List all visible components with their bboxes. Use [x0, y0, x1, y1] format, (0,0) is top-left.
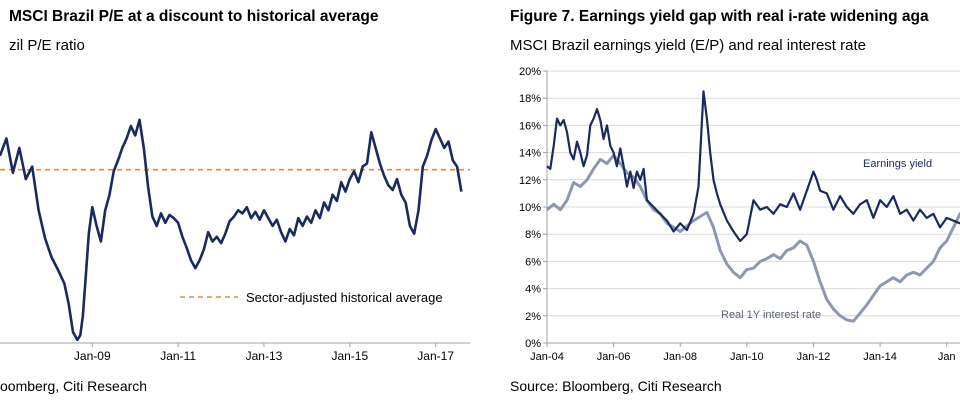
- ey-y-tick-label: 14%: [519, 148, 541, 160]
- ey-y-tick-label: 2%: [525, 311, 541, 323]
- ey-x-tick-label: Jan: [938, 351, 956, 363]
- earnings-yield-chart: 0% 2% 4% 6% 8% 10% 12% 14% 16% 18% 20% Jan-04 Jan-06…: [519, 66, 960, 363]
- ey-y-tick-label: 8%: [525, 229, 541, 241]
- pe-x-tick-label: Jan-13: [246, 349, 283, 363]
- ey-y-tick-label: 0%: [525, 338, 541, 350]
- ey-y-tick-label: 4%: [525, 284, 541, 296]
- ey-x-tick-label: Jan-14: [863, 351, 897, 363]
- ey-x-tick-label: Jan-10: [730, 351, 764, 363]
- pe-chart-source: oomberg, Citi Research: [0, 378, 148, 394]
- pe-x-tick-label: Jan-17: [417, 349, 454, 363]
- pe-chart: Jan-09 Jan-11 Jan-13 Jan-15 Jan-17 Sector-adj…: [0, 118, 470, 363]
- ey-y-tick-label: 12%: [519, 175, 541, 187]
- earnings-yield-chart-source: Source: Bloomberg, Citi Research: [510, 378, 722, 394]
- ey-y-tick-label: 6%: [525, 256, 541, 268]
- earnings-yield-chart-title: Figure 7. Earnings yield gap with real i…: [510, 8, 929, 25]
- ey-x-tick-label: Jan-04: [530, 351, 564, 363]
- ey-x-tick-label: Jan-08: [663, 351, 697, 363]
- ey-y-tick-label: 10%: [519, 202, 541, 214]
- real-rate-series-label: Real 1Y interest rate: [721, 309, 821, 321]
- pe-x-tick-label: Jan-09: [74, 349, 111, 363]
- earnings-yield-series-label: Earnings yield: [863, 158, 932, 170]
- pe-chart-panel: MSCI Brazil P/E at a discount to histori…: [0, 8, 470, 394]
- pe-x-tick-label: Jan-11: [160, 349, 196, 363]
- ey-x-tick-label: Jan-06: [597, 351, 631, 363]
- pe-chart-subtitle: zil P/E ratio: [9, 37, 85, 54]
- ey-y-tick-label: 18%: [519, 93, 541, 105]
- pe-x-tick-label: Jan-15: [331, 349, 368, 363]
- ey-y-tick-label: 20%: [519, 66, 541, 78]
- pe-legend-label: Sector-adjusted historical average: [246, 290, 443, 305]
- pe-chart-title: MSCI Brazil P/E at a discount to histori…: [9, 8, 379, 25]
- pe-ratio-line: [0, 118, 463, 342]
- earnings-yield-line: [546, 90, 960, 243]
- earnings-yield-chart-panel: Figure 7. Earnings yield gap with real i…: [505, 0, 960, 400]
- earnings-yield-chart-subtitle: MSCI Brazil earnings yield (E/P) and rea…: [510, 37, 866, 54]
- ey-y-tick-label: 16%: [519, 120, 541, 132]
- ey-x-tick-label: Jan-12: [797, 351, 831, 363]
